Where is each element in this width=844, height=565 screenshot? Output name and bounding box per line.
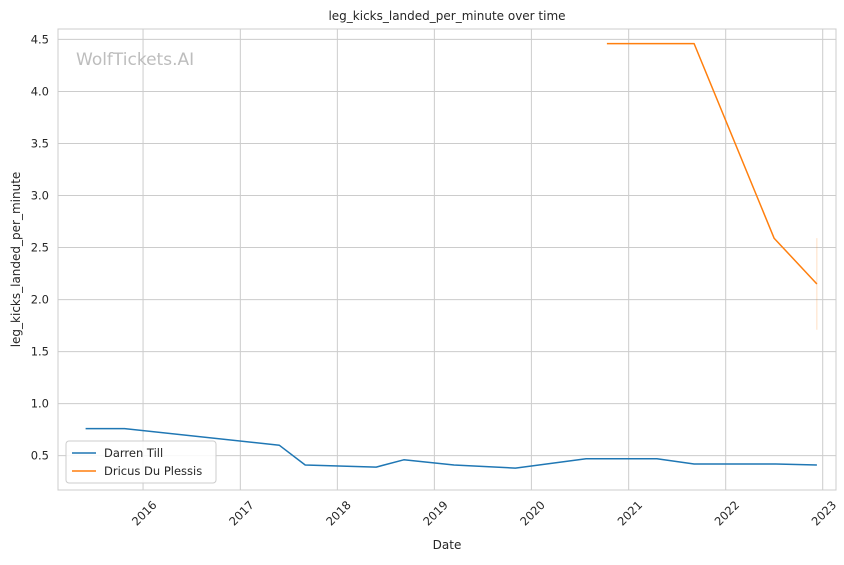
y-tick-label: 3.5	[31, 136, 49, 150]
x-tick-label: 2021	[615, 498, 646, 529]
y-tick-label: 3.0	[31, 189, 49, 203]
series	[85, 42, 818, 469]
y-tick-label: 1.5	[31, 345, 49, 359]
series-line-darren-till	[85, 427, 817, 469]
x-tick-label: 2016	[129, 498, 160, 529]
plot-frame	[57, 28, 837, 491]
x-axis-label: Date	[433, 538, 462, 552]
y-axis-label: leg_kicks_landed_per_minute	[9, 172, 23, 348]
legend-label: Darren Till	[104, 446, 163, 460]
watermark: WolfTickets.AI	[76, 50, 194, 70]
grid	[58, 29, 836, 490]
y-tick-label: 1.0	[31, 397, 49, 411]
series-line-dricus-du-plessis	[606, 42, 818, 285]
legend-label: Dricus Du Plessis	[104, 464, 202, 478]
x-tick-label: 2022	[712, 498, 743, 529]
chart-title: leg_kicks_landed_per_minute over time	[328, 9, 565, 23]
x-tick-label: 2017	[226, 498, 257, 529]
x-tick-label: 2019	[420, 498, 451, 529]
y-tick-label: 0.5	[31, 449, 49, 463]
legend: Darren Till Dricus Du Plessis	[65, 440, 217, 484]
x-tick-label: 2020	[517, 498, 548, 529]
y-tick-label: 4.5	[31, 32, 49, 46]
x-tick-label: 2018	[323, 498, 354, 529]
legend-box	[65, 440, 217, 484]
y-tick-label: 4.0	[31, 84, 49, 98]
x-tick-label: 2023	[809, 498, 840, 529]
y-tick-label: 2.5	[31, 241, 49, 255]
y-tick-label: 2.0	[31, 293, 49, 307]
